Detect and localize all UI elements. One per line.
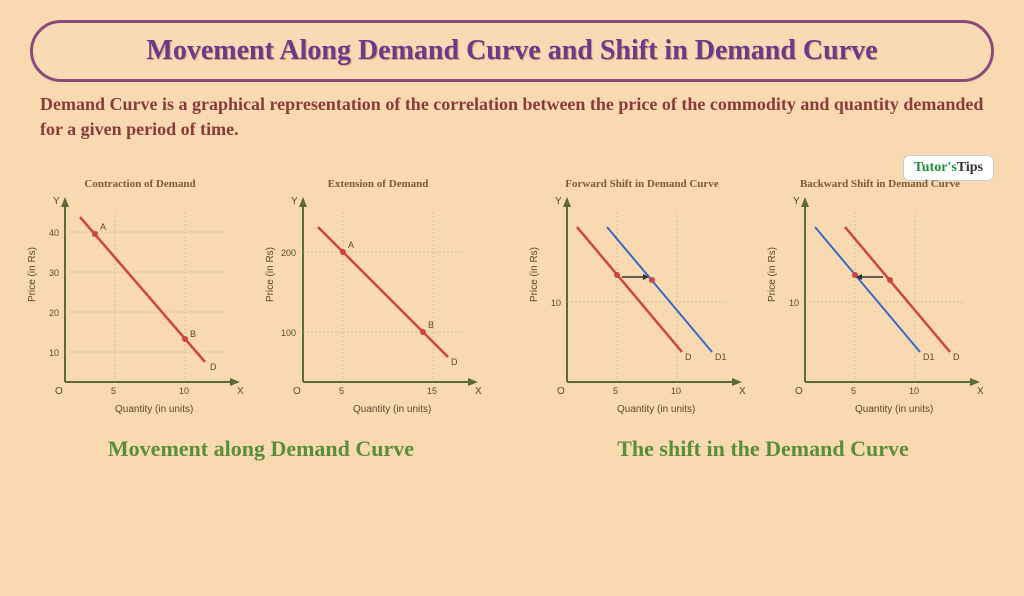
left-chart-group: Contraction of Demand A B — [25, 172, 497, 462]
chart-svg: D D1 Y X O 10 5 10 Price (in Rs) Quantit… — [527, 172, 757, 432]
svg-text:Y: Y — [555, 196, 562, 207]
svg-text:5: 5 — [613, 386, 618, 396]
svg-text:O: O — [557, 386, 565, 397]
origin: O — [55, 386, 63, 397]
svg-text:20: 20 — [49, 308, 59, 318]
svg-text:Price (in Rs): Price (in Rs) — [265, 247, 276, 302]
svg-text:10: 10 — [789, 298, 799, 308]
right-chart-group: Forward Shift in Demand Curve D — [527, 172, 999, 462]
svg-text:5: 5 — [339, 386, 344, 396]
charts-container: Contraction of Demand A B — [0, 152, 1024, 462]
chart-svg: D D1 Y X O 10 5 10 Price (in Rs) Quantit… — [765, 172, 995, 432]
page-title: Movement Along Demand Curve and Shift in… — [53, 35, 971, 67]
chart-contraction: Contraction of Demand A B — [25, 172, 255, 432]
svg-text:O: O — [795, 386, 803, 397]
svg-text:10: 10 — [179, 386, 189, 396]
svg-text:30: 30 — [49, 268, 59, 278]
svg-text:Quantity (in units): Quantity (in units) — [353, 404, 431, 415]
svg-text:Quantity (in units): Quantity (in units) — [855, 404, 933, 415]
svg-text:10: 10 — [671, 386, 681, 396]
svg-text:D: D — [451, 357, 458, 367]
chart-forward-shift: Forward Shift in Demand Curve D — [527, 172, 757, 432]
svg-text:X: X — [739, 386, 746, 397]
svg-text:Y: Y — [291, 196, 298, 207]
svg-text:X: X — [475, 386, 482, 397]
svg-text:D1: D1 — [923, 352, 935, 362]
svg-text:10: 10 — [909, 386, 919, 396]
svg-text:200: 200 — [281, 248, 296, 258]
point-b: B — [190, 329, 196, 339]
svg-text:D: D — [953, 352, 960, 362]
chart-title: Forward Shift in Demand Curve — [565, 178, 718, 190]
svg-text:D: D — [685, 352, 692, 362]
svg-text:5: 5 — [851, 386, 856, 396]
svg-text:O: O — [293, 386, 301, 397]
svg-text:Y: Y — [793, 196, 800, 207]
x-end: X — [237, 386, 244, 397]
title-container: Movement Along Demand Curve and Shift in… — [30, 20, 994, 82]
chart-title: Extension of Demand — [328, 178, 429, 190]
svg-text:Quantity (in units): Quantity (in units) — [115, 404, 193, 415]
chart-backward-shift: Backward Shift in Demand Curve D — [765, 172, 995, 432]
chart-svg: A B D Y X O 40 30 20 10 5 10 Price (in R… — [25, 172, 255, 432]
svg-text:D1: D1 — [715, 352, 727, 362]
chart-svg: A B D Y X O 200 100 5 15 Price (in Rs) Q… — [263, 172, 493, 432]
chart-title: Contraction of Demand — [84, 178, 195, 190]
chart-title: Backward Shift in Demand Curve — [800, 178, 960, 190]
svg-text:Price (in Rs): Price (in Rs) — [529, 247, 540, 302]
y-top: Y — [53, 196, 60, 207]
subtitle-text: Demand Curve is a graphical representati… — [40, 92, 984, 142]
chart-extension: Extension of Demand A B D Y — [263, 172, 493, 432]
svg-text:15: 15 — [427, 386, 437, 396]
svg-text:Price (in Rs): Price (in Rs) — [27, 247, 38, 302]
svg-text:10: 10 — [551, 298, 561, 308]
svg-text:5: 5 — [111, 386, 116, 396]
svg-text:Price (in Rs): Price (in Rs) — [767, 247, 778, 302]
svg-text:Quantity (in units): Quantity (in units) — [617, 404, 695, 415]
svg-text:X: X — [977, 386, 984, 397]
section-title-right: The shift in the Demand Curve — [527, 436, 999, 462]
point-a: A — [100, 222, 106, 232]
svg-text:10: 10 — [49, 348, 59, 358]
svg-text:A: A — [348, 240, 354, 250]
svg-text:B: B — [428, 320, 434, 330]
curve-d: D — [210, 362, 217, 372]
svg-text:40: 40 — [49, 228, 59, 238]
section-title-left: Movement along Demand Curve — [25, 436, 497, 462]
svg-text:100: 100 — [281, 328, 296, 338]
